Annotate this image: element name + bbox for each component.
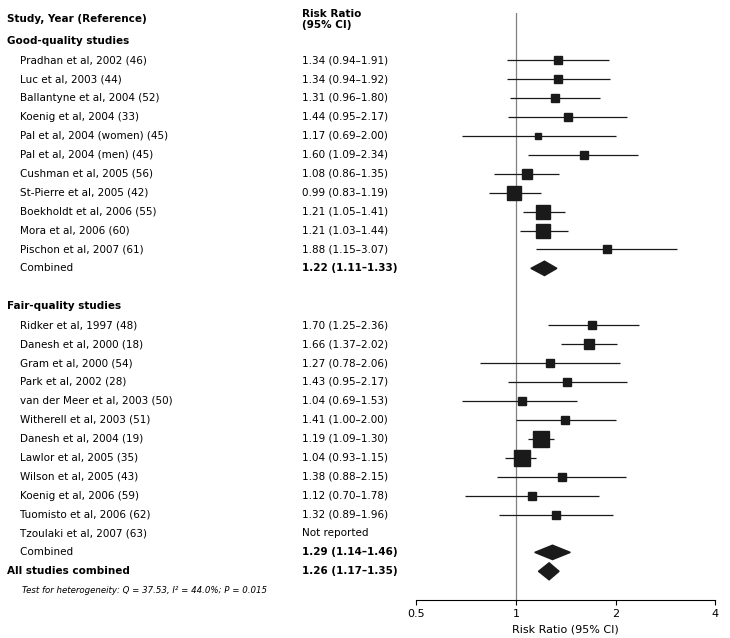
Text: 1.29 (1.14–1.46): 1.29 (1.14–1.46): [301, 547, 397, 558]
Text: St-Pierre et al, 2005 (42): St-Pierre et al, 2005 (42): [7, 188, 149, 198]
Text: Ridker et al, 1997 (48): Ridker et al, 1997 (48): [7, 320, 137, 330]
Text: Fair-quality studies: Fair-quality studies: [7, 301, 121, 311]
Text: Pischon et al, 2007 (61): Pischon et al, 2007 (61): [7, 244, 144, 255]
Text: Tzoulaki et al, 2007 (63): Tzoulaki et al, 2007 (63): [7, 528, 147, 538]
Text: Test for heterogeneity: Q = 37.53, I² = 44.0%; P = 0.015: Test for heterogeneity: Q = 37.53, I² = …: [12, 586, 267, 595]
Text: Risk Ratio
(95% CI): Risk Ratio (95% CI): [301, 8, 361, 30]
Text: 1.21 (1.03–1.44): 1.21 (1.03–1.44): [301, 225, 388, 235]
Text: 0.99 (0.83–1.19): 0.99 (0.83–1.19): [301, 188, 388, 198]
Text: 1.44 (0.95–2.17): 1.44 (0.95–2.17): [301, 112, 388, 122]
Text: 1.04 (0.69–1.53): 1.04 (0.69–1.53): [301, 396, 388, 406]
Polygon shape: [531, 261, 557, 276]
Text: Cushman et al, 2005 (56): Cushman et al, 2005 (56): [7, 168, 153, 179]
Text: Not reported: Not reported: [301, 528, 368, 538]
Text: 1.08 (0.86–1.35): 1.08 (0.86–1.35): [301, 168, 388, 179]
Text: Pal et al, 2004 (women) (45): Pal et al, 2004 (women) (45): [7, 131, 169, 141]
Text: 1.43 (0.95–2.17): 1.43 (0.95–2.17): [301, 377, 388, 387]
X-axis label: Risk Ratio (95% CI): Risk Ratio (95% CI): [512, 625, 619, 635]
Text: Koenig et al, 2006 (59): Koenig et al, 2006 (59): [7, 491, 139, 501]
Text: Park et al, 2002 (28): Park et al, 2002 (28): [7, 377, 127, 387]
Text: Good-quality studies: Good-quality studies: [7, 36, 129, 46]
Text: 1.60 (1.09–2.34): 1.60 (1.09–2.34): [301, 150, 388, 160]
Text: Pal et al, 2004 (men) (45): Pal et al, 2004 (men) (45): [7, 150, 153, 160]
Text: Pradhan et al, 2002 (46): Pradhan et al, 2002 (46): [7, 55, 147, 65]
Text: 1.88 (1.15–3.07): 1.88 (1.15–3.07): [301, 244, 388, 255]
Text: van der Meer et al, 2003 (50): van der Meer et al, 2003 (50): [7, 396, 173, 406]
Text: 1.26 (1.17–1.35): 1.26 (1.17–1.35): [301, 567, 397, 576]
Text: Study, Year (Reference): Study, Year (Reference): [7, 15, 147, 24]
Text: 1.21 (1.05–1.41): 1.21 (1.05–1.41): [301, 207, 388, 216]
Text: 1.19 (1.09–1.30): 1.19 (1.09–1.30): [301, 434, 388, 444]
Text: 1.41 (1.00–2.00): 1.41 (1.00–2.00): [301, 415, 388, 425]
Text: 1.34 (0.94–1.92): 1.34 (0.94–1.92): [301, 74, 388, 84]
Text: 1.66 (1.37–2.02): 1.66 (1.37–2.02): [301, 339, 388, 349]
Text: 1.27 (0.78–2.06): 1.27 (0.78–2.06): [301, 358, 388, 368]
Text: 1.31 (0.96–1.80): 1.31 (0.96–1.80): [301, 93, 388, 103]
Text: Koenig et al, 2004 (33): Koenig et al, 2004 (33): [7, 112, 139, 122]
Text: 1.12 (0.70–1.78): 1.12 (0.70–1.78): [301, 491, 388, 501]
Text: Witherell et al, 2003 (51): Witherell et al, 2003 (51): [7, 415, 150, 425]
Text: 1.32 (0.89–1.96): 1.32 (0.89–1.96): [301, 510, 388, 519]
Polygon shape: [539, 563, 559, 580]
Polygon shape: [535, 545, 570, 560]
Text: 1.38 (0.88–2.15): 1.38 (0.88–2.15): [301, 471, 388, 482]
Text: 1.22 (1.11–1.33): 1.22 (1.11–1.33): [301, 263, 397, 273]
Text: Lawlor et al, 2005 (35): Lawlor et al, 2005 (35): [7, 453, 139, 463]
Text: Gram et al, 2000 (54): Gram et al, 2000 (54): [7, 358, 133, 368]
Text: Luc et al, 2003 (44): Luc et al, 2003 (44): [7, 74, 122, 84]
Text: Danesh et al, 2004 (19): Danesh et al, 2004 (19): [7, 434, 144, 444]
Text: Ballantyne et al, 2004 (52): Ballantyne et al, 2004 (52): [7, 93, 160, 103]
Text: All studies combined: All studies combined: [7, 567, 130, 576]
Text: Danesh et al, 2000 (18): Danesh et al, 2000 (18): [7, 339, 143, 349]
Text: Tuomisto et al, 2006 (62): Tuomisto et al, 2006 (62): [7, 510, 151, 519]
Text: 1.34 (0.94–1.91): 1.34 (0.94–1.91): [301, 55, 388, 65]
Text: Boekholdt et al, 2006 (55): Boekholdt et al, 2006 (55): [7, 207, 157, 216]
Text: Combined: Combined: [7, 263, 74, 273]
Text: 1.70 (1.25–2.36): 1.70 (1.25–2.36): [301, 320, 388, 330]
Text: Mora et al, 2006 (60): Mora et al, 2006 (60): [7, 225, 130, 235]
Text: Wilson et al, 2005 (43): Wilson et al, 2005 (43): [7, 471, 139, 482]
Text: 1.04 (0.93–1.15): 1.04 (0.93–1.15): [301, 453, 388, 463]
Text: Combined: Combined: [7, 547, 74, 558]
Text: 1.17 (0.69–2.00): 1.17 (0.69–2.00): [301, 131, 388, 141]
